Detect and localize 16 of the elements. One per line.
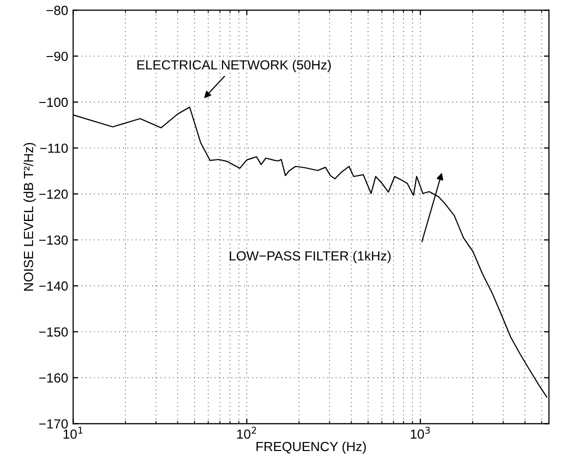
y-tick-label: −90: [46, 52, 68, 62]
y-tick-label: −140: [39, 281, 68, 291]
y-tick-label: −160: [39, 373, 68, 383]
y-tick-label: −120: [39, 190, 68, 199]
y-tick-label: −110: [40, 144, 68, 153]
y-tick-label: −150: [39, 327, 68, 337]
annotation: ELECTRICAL NETWORK (50Hz): [137, 60, 331, 72]
y-tick-label: −170: [39, 419, 68, 429]
y-tick-label: −100: [39, 98, 68, 107]
annotation: LOW−PASS FILTER (1kHz): [230, 250, 391, 264]
x-axis-title: FREQUENCY (Hz): [256, 442, 366, 454]
y-tick-label: −80: [46, 6, 68, 16]
x-tick-label: 10$^{3}$: [410, 426, 430, 439]
x-tick-label: 10$^{2}$: [237, 426, 256, 439]
y-axis-title: NOISE LEVEL (dB T²/Hz): [23, 142, 36, 291]
y-tick-label: −130: [39, 235, 68, 245]
